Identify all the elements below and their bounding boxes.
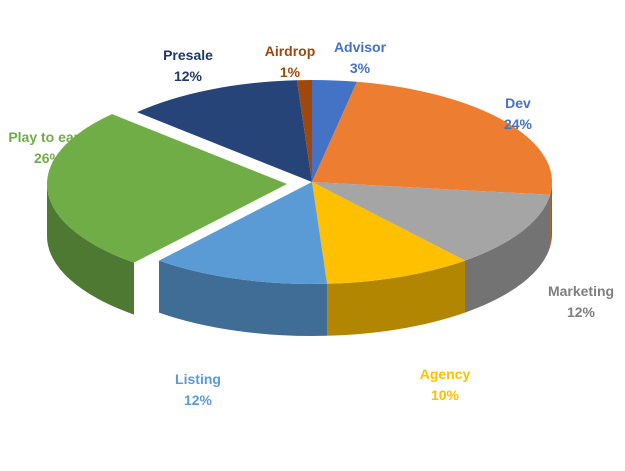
label-marketing-name: Marketing [547, 283, 615, 299]
label-agency: Agency 10% [420, 364, 471, 406]
label-listing-value: 12% [183, 392, 213, 408]
slice-side-listing [159, 260, 328, 337]
label-agency-value: 10% [430, 387, 460, 403]
slice-marketing [312, 182, 551, 261]
label-marketing-value: 12% [566, 304, 596, 320]
label-presale-name: Presale [163, 47, 213, 63]
slice-side-dev [550, 182, 552, 247]
label-advisor-name: Advisor [333, 39, 387, 55]
label-play-to-earn-value: 26% [33, 150, 63, 166]
label-advisor: Advisor 3% [334, 37, 386, 79]
label-agency-name: Agency [419, 366, 471, 382]
label-dev-value: 24% [503, 116, 533, 132]
label-presale: Presale 12% [163, 45, 213, 87]
label-presale-value: 12% [173, 68, 203, 84]
label-advisor-value: 3% [349, 60, 371, 76]
slice-advisor [312, 80, 357, 182]
slice-side-agency [327, 260, 465, 336]
slice-listing [159, 182, 328, 284]
slice-side-play-to-earn [47, 184, 135, 315]
label-airdrop-value: 1% [279, 64, 301, 80]
slice-airdrop [296, 80, 312, 182]
slice-side-marketing [464, 194, 551, 313]
label-listing-name: Listing [175, 371, 221, 387]
label-airdrop-name: Airdrop [264, 43, 316, 59]
slice-agency [312, 182, 465, 284]
label-marketing: Marketing 12% [548, 281, 614, 323]
label-listing: Listing 12% [175, 369, 221, 411]
label-play-to-earn: Play to earn 26% [8, 127, 87, 169]
label-play-to-earn-name: Play to earn [8, 129, 88, 145]
label-airdrop: Airdrop 1% [265, 41, 316, 83]
label-dev: Dev 24% [504, 93, 532, 135]
slice-play-to-earn [46, 114, 287, 263]
slice-presale [137, 80, 312, 182]
label-dev-name: Dev [505, 95, 531, 111]
slice-dev [312, 81, 553, 195]
